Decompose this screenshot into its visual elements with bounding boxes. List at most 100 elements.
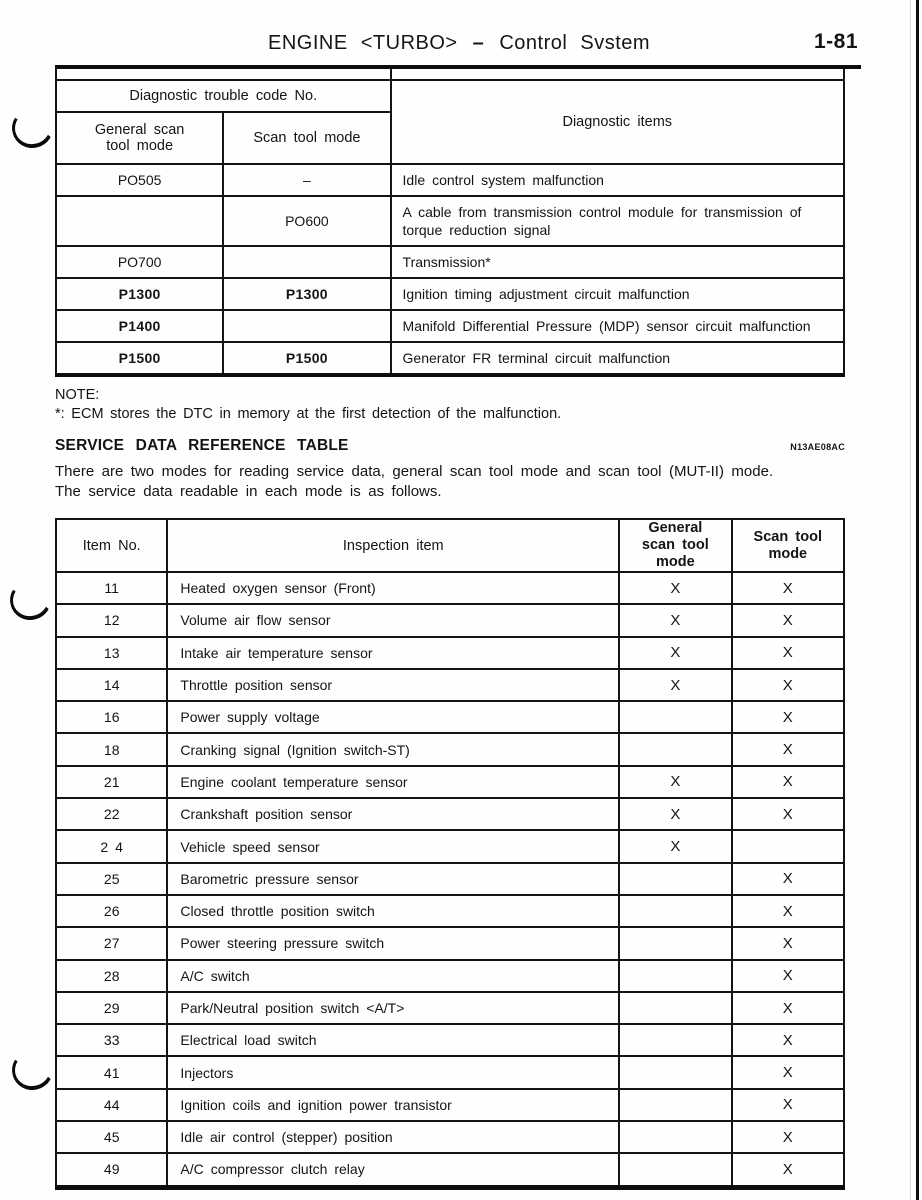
inspection-item: Park/Neutral position switch <A/T> [166, 990, 621, 1026]
section-intro: There are two modes for reading service … [55, 462, 855, 501]
inspection-item: Intake air temperature sensor [166, 635, 621, 670]
general-scan-mark: X [618, 829, 733, 864]
section-heading: SERVICE DATA REFERENCE TABLE [55, 437, 349, 454]
diagnostic-items-header: Diagnostic items [389, 79, 846, 165]
table-row: 26 Closed throttle position switch X [54, 893, 846, 929]
general-scan-mark: X [618, 635, 733, 670]
item-no: 33 [54, 1023, 169, 1058]
general-scan-mark [618, 1023, 733, 1058]
title-dash: – [472, 32, 485, 54]
general-scan-tool-mode-header: General scan tool mode [618, 518, 733, 573]
scan-tool-mode-header: Scan tool mode [730, 518, 846, 573]
scan-tool-mark: X [730, 797, 846, 832]
inspection-item: A/C switch [166, 958, 621, 993]
scan-tool-mark: X [730, 667, 846, 703]
item-no: 18 [54, 732, 169, 767]
dtc-general-code: PO505 [54, 163, 225, 197]
service-table-header-row: Item No. Inspection item General scan to… [54, 518, 846, 573]
general-scan-mark [618, 1120, 733, 1155]
item-no: 21 [54, 764, 169, 800]
scan-tool-mark: X [730, 1055, 846, 1090]
top-band-cell [55, 69, 392, 81]
inspection-item: Cranking signal (Ignition switch-ST) [166, 732, 621, 767]
table-row: 12 Volume air flow sensor X X [54, 603, 846, 638]
table-row: 18 Cranking signal (Ignition switch-ST) … [54, 732, 846, 767]
dtc-general-code: P1400 [54, 309, 225, 343]
general-scan-mark [618, 700, 733, 735]
inspection-item: Injectors [166, 1055, 621, 1090]
scan-tool-mark: X [730, 764, 846, 800]
page-number: 1-81 [813, 30, 858, 53]
dtc-table-mode-header-row: General scan tool mode Scan tool mode [54, 111, 844, 165]
table-row: 16 Power supply voltage X [54, 700, 846, 735]
dtc-scan-code [222, 309, 392, 343]
table-row: 49 A/C compressor clutch relay X [54, 1152, 846, 1189]
item-no: 13 [54, 635, 169, 670]
table-row: PO700 Transmission* [54, 245, 846, 279]
general-scan-mark [618, 893, 733, 929]
table-row: 45 Idle air control (stepper) position X [54, 1120, 846, 1155]
dtc-general-code: P1300 [54, 277, 225, 311]
general-scan-mark: X [618, 570, 733, 606]
item-no: 2 4 [54, 829, 169, 864]
inspection-item: Volume air flow sensor [166, 603, 621, 638]
top-band-cell [389, 69, 846, 81]
page-header: ENGINE <TURBO> – Control Svstem 1-81 [0, 30, 922, 59]
scan-tool-mark: X [730, 1023, 846, 1058]
scan-tool-mode-header: Scan tool mode [222, 111, 392, 165]
inspection-item: Crankshaft position sensor [166, 797, 621, 832]
inspection-item: Power steering pressure switch [166, 926, 621, 961]
table-row: 33 Electrical load switch X [54, 1023, 846, 1058]
inspection-item: Barometric pressure sensor [166, 861, 621, 896]
inspection-item-header: Inspection item [166, 518, 621, 573]
page-title-section: ENGINE <TURBO> [268, 32, 458, 54]
scan-tool-mark: X [730, 700, 846, 735]
item-no-header: Item No. [54, 518, 169, 573]
dtc-table-header-row: Diagnostic trouble code No. Diagnostic i… [55, 79, 846, 165]
table-row: 14 Throttle position sensor X X [54, 667, 846, 703]
note-block: NOTE: *: ECM stores the DTC in memory at… [55, 386, 922, 424]
table-row: PO505 – Idle control system malfunction [54, 163, 846, 197]
page-edge-line [916, 0, 919, 1200]
dtc-table: Diagnostic trouble code No. Diagnostic i… [54, 69, 846, 377]
table-row: 21 Engine coolant temperature sensor X X [54, 764, 846, 800]
table-row: 2 4 Vehicle speed sensor X [54, 829, 846, 864]
section-header-row: SERVICE DATA REFERENCE TABLE N13AE08AC [55, 437, 845, 455]
dtc-general-code: PO700 [54, 245, 225, 279]
dtc-code-group-header: Diagnostic trouble code No. [55, 79, 392, 113]
item-no: 49 [54, 1152, 169, 1189]
page-edge-shadow [910, 0, 911, 1200]
table-row: 11 Heated oxygen sensor (Front) X X [54, 570, 846, 606]
inspection-item: Heated oxygen sensor (Front) [166, 570, 621, 606]
general-scan-mark: X [618, 603, 733, 638]
intro-line: The service data readable in each mode i… [55, 482, 442, 500]
inspection-item: A/C compressor clutch relay [166, 1152, 621, 1189]
inspection-item: Closed throttle position switch [166, 893, 621, 929]
dtc-scan-code: P1300 [222, 277, 392, 311]
general-scan-mark [618, 1055, 733, 1090]
item-no: 29 [54, 990, 169, 1026]
general-scan-mark [618, 1087, 733, 1123]
general-scan-mark: X [618, 797, 733, 832]
item-no: 25 [54, 861, 169, 896]
note-label: NOTE: [55, 387, 100, 403]
scan-tool-mark: X [730, 1087, 846, 1123]
scan-tool-mark: X [730, 1120, 846, 1155]
inspection-item: Power supply voltage [166, 700, 621, 735]
item-no: 41 [54, 1055, 169, 1090]
inspection-item: Idle air control (stepper) position [166, 1120, 621, 1155]
item-no: 27 [54, 926, 169, 961]
item-no: 14 [54, 667, 169, 703]
table-row: 28 A/C switch X [54, 958, 846, 993]
inspection-item: Ignition coils and ignition power transi… [166, 1087, 621, 1123]
general-scan-mark [618, 958, 733, 993]
dtc-general-code [54, 195, 225, 247]
table-row: P1300 P1300 Ignition timing adjustment c… [54, 277, 846, 311]
scan-tool-mark: X [730, 926, 846, 961]
general-scan-mark [618, 861, 733, 896]
table-row: 13 Intake air temperature sensor X X [54, 635, 846, 670]
inspection-item: Vehicle speed sensor [166, 829, 621, 864]
page-title: ENGINE <TURBO> – Control Svstem [268, 32, 650, 55]
scan-tool-mark: X [730, 570, 846, 606]
